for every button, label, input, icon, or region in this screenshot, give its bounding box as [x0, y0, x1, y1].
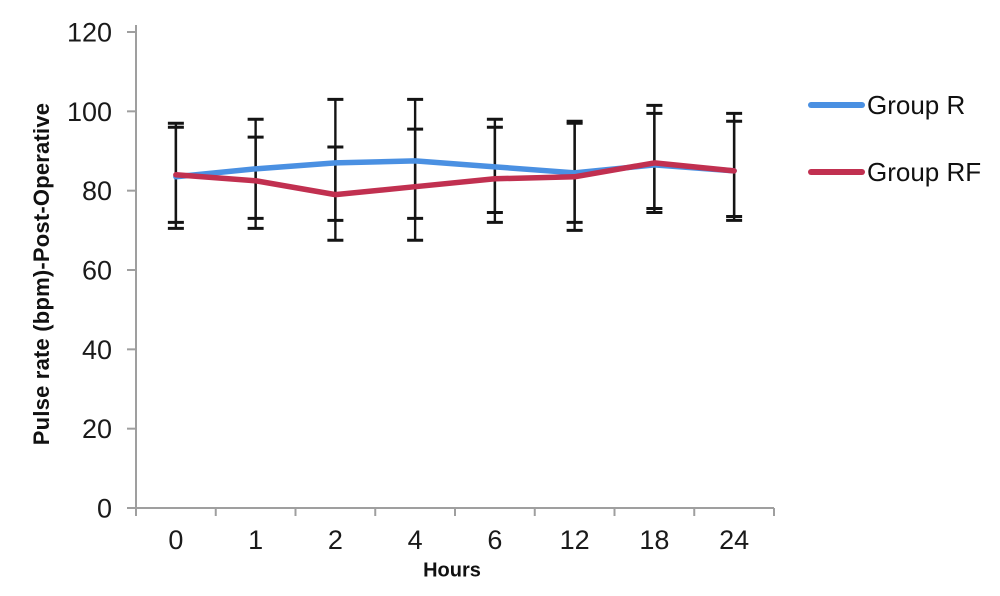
y-tick-label: 60	[82, 256, 112, 286]
y-tick-label: 120	[67, 18, 112, 48]
legend-item-group-r: Group R	[808, 89, 966, 120]
y-tick-label: 40	[82, 335, 112, 365]
x-tick-label: 24	[719, 525, 749, 555]
x-tick-label: 0	[168, 525, 183, 555]
x-axis-title: Hours	[423, 559, 481, 582]
series-line-group-rf	[173, 160, 737, 198]
group-rf-line-swatch-icon	[808, 169, 865, 175]
legend-item-group-rf: Group RF	[808, 156, 982, 187]
x-tick-label: 2	[328, 525, 343, 555]
group-r-line-swatch-icon	[808, 102, 865, 108]
x-axis: 0 1 2 4 6 12 18 24	[129, 507, 775, 555]
x-tick-label: 18	[639, 525, 669, 555]
y-axis: 0 20 40 60 80 100 120	[67, 18, 137, 524]
x-tick-label: 1	[248, 525, 263, 555]
y-axis-title: Pulse rate (bpm)-Post-Operative	[29, 102, 54, 446]
y-tick-label: 100	[67, 97, 112, 127]
x-tick-label: 4	[408, 525, 423, 555]
legend-label-group-rf: Group RF	[867, 156, 982, 187]
legend-label-group-r: Group R	[867, 89, 966, 120]
y-tick-label: 20	[82, 414, 112, 444]
y-tick-label: 80	[82, 176, 112, 206]
y-tick-label: 0	[97, 494, 112, 524]
x-tick-label: 12	[560, 525, 590, 555]
x-tick-label: 6	[487, 525, 502, 555]
